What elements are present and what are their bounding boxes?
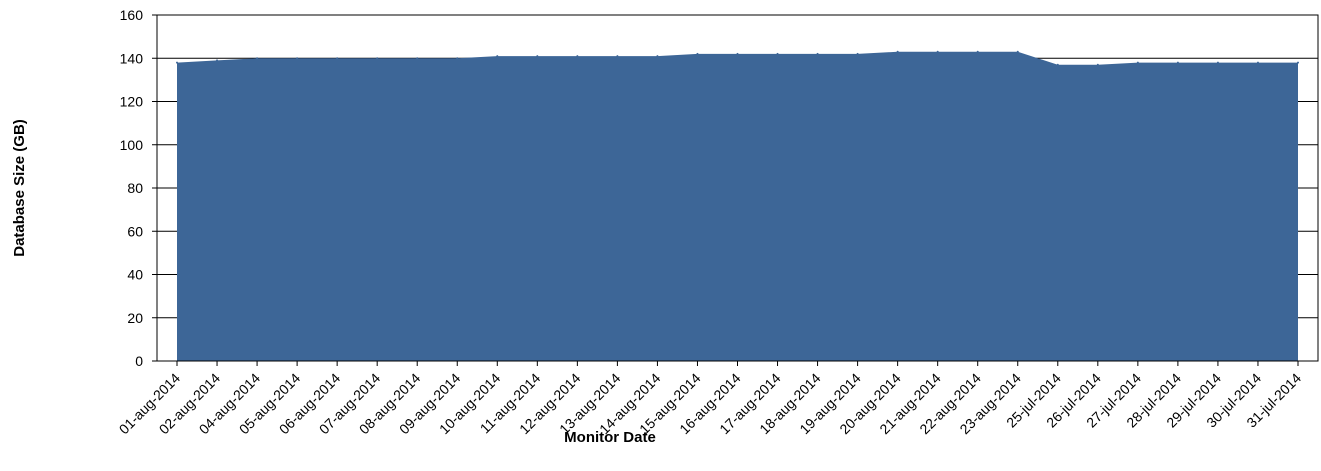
data-point-17-aug-2014 (776, 52, 779, 55)
data-point-23-aug-2014 (1016, 50, 1019, 53)
data-point-22-aug-2014 (976, 50, 979, 53)
data-point-12-aug-2014 (576, 55, 579, 58)
y-tick-label-40: 40 (127, 267, 143, 283)
x-axis-title: Monitor Date (564, 429, 656, 446)
data-point-09-aug-2014 (456, 57, 459, 60)
data-point-06-aug-2014 (336, 57, 339, 60)
data-point-01-aug-2014 (176, 61, 178, 64)
data-point-15-aug-2014 (696, 52, 699, 55)
data-point-10-aug-2014 (496, 55, 499, 58)
y-tick-label-0: 0 (135, 353, 143, 369)
data-point-05-aug-2014 (296, 57, 299, 60)
y-axis-title: Database Size (GB) (11, 119, 28, 257)
y-axis-tick-labels: 0 20 40 60 80 100 120 140 160 (120, 7, 157, 369)
data-point-04-aug-2014 (256, 57, 259, 60)
area-series (176, 50, 1299, 361)
y-tick-label-20: 20 (127, 310, 143, 326)
data-point-25-jul-2014 (1056, 63, 1059, 66)
data-point-16-aug-2014 (736, 52, 739, 55)
data-point-26-jul-2014 (1096, 63, 1099, 66)
y-tick-label-100: 100 (120, 137, 144, 153)
data-point-31-jul-2014 (1297, 61, 1299, 64)
data-point-18-aug-2014 (816, 52, 819, 55)
y-tick-label-160: 160 (120, 7, 144, 23)
data-point-02-aug-2014 (216, 59, 219, 62)
y-tick-label-60: 60 (127, 223, 143, 239)
y-tick-label-120: 120 (120, 94, 144, 110)
y-tick-label-140: 140 (120, 50, 144, 66)
data-point-14-aug-2014 (656, 55, 659, 58)
data-point-28-jul-2014 (1176, 61, 1179, 64)
y-tick-label-80: 80 (127, 180, 143, 196)
data-point-29-jul-2014 (1216, 61, 1219, 64)
data-point-30-jul-2014 (1256, 61, 1259, 64)
data-point-13-aug-2014 (616, 55, 619, 58)
data-point-20-aug-2014 (896, 50, 899, 53)
data-point-27-jul-2014 (1136, 61, 1139, 64)
data-point-19-aug-2014 (856, 52, 859, 55)
data-point-11-aug-2014 (536, 55, 539, 58)
data-point-08-aug-2014 (416, 57, 419, 60)
data-point-07-aug-2014 (376, 57, 379, 60)
area-fill (177, 51, 1298, 361)
data-point-21-aug-2014 (936, 50, 939, 53)
